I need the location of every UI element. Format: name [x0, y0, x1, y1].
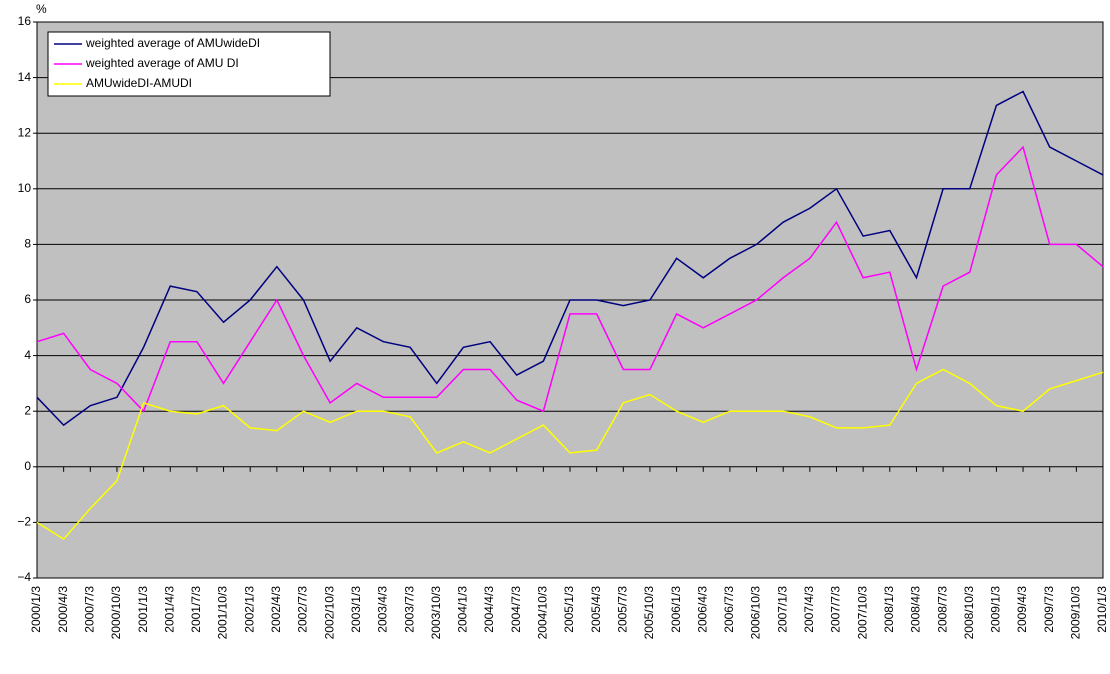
- x-tick-label: 2003/10/3: [429, 586, 443, 640]
- legend: weighted average of AMUwideDI weighted av…: [47, 31, 331, 97]
- x-tick-label: 2006/1/3: [669, 586, 683, 633]
- x-tick-label: 2008/10/3: [962, 586, 976, 640]
- x-tick-label: 2000/1/3: [29, 586, 43, 633]
- x-tick-label: 2000/7/3: [82, 586, 96, 633]
- x-tick-label: 2003/7/3: [402, 586, 416, 633]
- y-tick-label: 12: [18, 125, 32, 139]
- x-tick-label: 2005/1/3: [562, 586, 576, 633]
- x-tick-label: 2001/7/3: [189, 586, 203, 633]
- x-tick-label: 2005/10/3: [642, 586, 656, 640]
- y-tick-label: 4: [24, 348, 31, 362]
- x-tick-label: 2004/7/3: [509, 586, 523, 633]
- x-tick-label: 2000/10/3: [109, 586, 123, 640]
- x-tick-label: 2006/4/3: [695, 586, 709, 633]
- x-tick-label: 2009/1/3: [989, 586, 1003, 633]
- y-tick-label: 16: [18, 14, 32, 28]
- x-tick-label: 2002/10/3: [322, 586, 336, 640]
- x-tick-label: 2008/1/3: [882, 586, 896, 633]
- y-tick-label: 6: [24, 292, 31, 306]
- y-tick-label: −4: [17, 570, 31, 584]
- x-tick-label: 2004/10/3: [536, 586, 550, 640]
- legend-label: weighted average of AMU DI: [85, 56, 239, 70]
- x-tick-label: 2009/4/3: [1015, 586, 1029, 633]
- x-tick-label: 2009/7/3: [1042, 586, 1056, 633]
- x-tick-label: 2005/4/3: [589, 586, 603, 633]
- x-tick-label: 2008/4/3: [909, 586, 923, 633]
- x-tick-label: 2006/10/3: [749, 586, 763, 640]
- y-tick-label: 10: [18, 181, 32, 195]
- y-unit: %: [36, 2, 47, 16]
- y-tick-label: −2: [17, 515, 31, 529]
- x-tick-label: 2010/1/3: [1095, 586, 1109, 633]
- series-line: [36, 368, 1104, 541]
- series-line: [36, 145, 1104, 413]
- legend-label: AMUwideDI-AMUDI: [86, 76, 192, 90]
- x-tick-label: 2004/1/3: [456, 586, 470, 633]
- x-tick-label: 2004/4/3: [482, 586, 496, 633]
- x-tick-label: 2009/10/3: [1069, 586, 1083, 640]
- x-tick-label: 2006/7/3: [722, 586, 736, 633]
- legend-label: weighted average of AMUwideDI: [85, 36, 260, 50]
- y-tick-label: 2: [24, 403, 31, 417]
- x-tick-label: 2007/1/3: [775, 586, 789, 633]
- x-tick-label: 2001/4/3: [162, 586, 176, 633]
- x-tick-label: 2008/7/3: [935, 586, 949, 633]
- y-tick-label: 14: [18, 70, 32, 84]
- series-line: [36, 90, 1104, 427]
- x-tick-label: 2001/10/3: [216, 586, 230, 640]
- x-tick-label: 2002/1/3: [242, 586, 256, 633]
- x-tick-label: 2007/7/3: [829, 586, 843, 633]
- x-tick-label: 2007/4/3: [802, 586, 816, 633]
- x-tick-label: 2001/1/3: [136, 586, 150, 633]
- x-tick-label: 2003/4/3: [376, 586, 390, 633]
- x-tick-label: 2002/4/3: [269, 586, 283, 633]
- legend-box: [47, 31, 331, 97]
- x-tick-label: 2003/1/3: [349, 586, 363, 633]
- x-tick-label: 2005/7/3: [615, 586, 629, 633]
- y-tick-label: 0: [24, 459, 31, 473]
- x-tick-label: 2000/4/3: [56, 586, 70, 633]
- x-tick-label: 2002/7/3: [296, 586, 310, 633]
- x-tick-label: 2007/10/3: [855, 586, 869, 640]
- y-tick-label: 8: [24, 237, 31, 251]
